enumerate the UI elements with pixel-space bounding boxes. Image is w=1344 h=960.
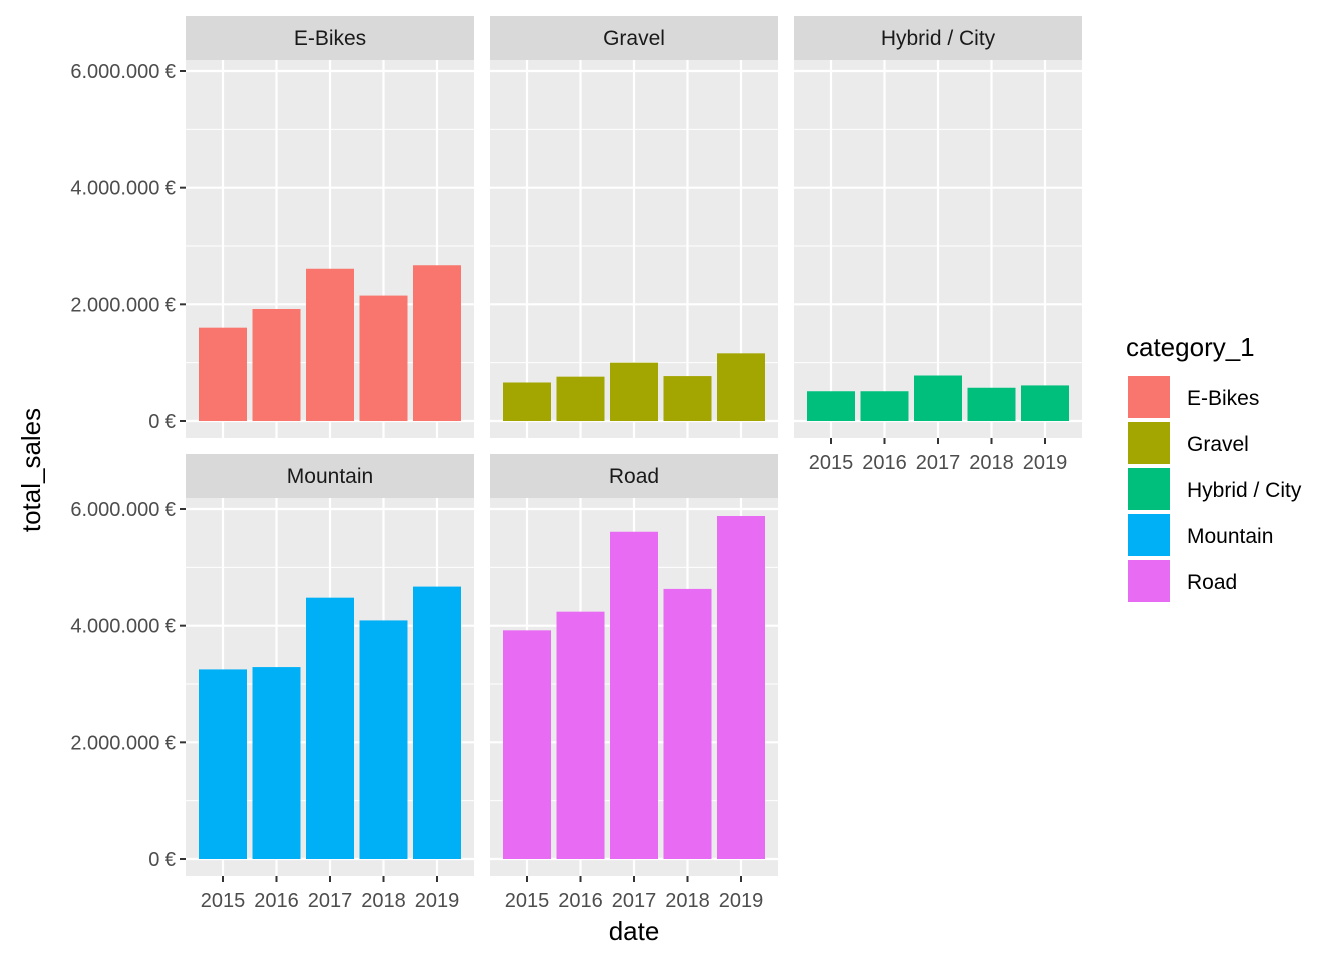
x-tick-label: 2015 bbox=[505, 890, 550, 912]
y-tick-label: 2.000.000 € bbox=[70, 732, 176, 754]
bar-gravel-2018 bbox=[663, 376, 712, 421]
legend-item-e-bikes: E-Bikes bbox=[1126, 374, 1259, 420]
bar-road-2017 bbox=[610, 531, 658, 859]
bar-road-2016 bbox=[556, 611, 605, 859]
facet-strip bbox=[186, 16, 474, 60]
bar-e-bikes-2016 bbox=[252, 309, 301, 421]
legend: category_1 E-Bikes Gravel Hybrid / City Mou… bbox=[1126, 332, 1302, 604]
facet-strip bbox=[490, 454, 778, 498]
x-axis-title: date bbox=[609, 916, 660, 946]
legend-swatch bbox=[1128, 422, 1170, 464]
y-tick-label: 2.000.000 € bbox=[70, 294, 176, 316]
bar-e-bikes-2017 bbox=[306, 268, 354, 421]
y-tick-label: 0 € bbox=[148, 849, 176, 871]
x-tick-label: 2015 bbox=[809, 452, 854, 474]
bar-hybrid-city-2017 bbox=[914, 375, 962, 421]
x-tick-label: 2018 bbox=[969, 452, 1014, 474]
bar-mountain-2018 bbox=[359, 620, 408, 859]
facet-strip-label: Road bbox=[609, 465, 659, 488]
bar-gravel-2017 bbox=[610, 362, 658, 421]
x-tick-label: 2017 bbox=[916, 452, 961, 474]
bar-road-2015 bbox=[503, 630, 551, 859]
facet-strip-label: E-Bikes bbox=[294, 27, 366, 50]
bar-mountain-2017 bbox=[306, 597, 354, 859]
legend-item-road: Road bbox=[1126, 558, 1237, 604]
legend-label: Road bbox=[1187, 571, 1237, 594]
facet-road: Road bbox=[490, 454, 778, 876]
x-tick-label: 2018 bbox=[361, 890, 406, 912]
y-tick-label: 0 € bbox=[148, 411, 176, 433]
bar-gravel-2019 bbox=[717, 353, 765, 421]
bar-mountain-2016 bbox=[252, 667, 301, 859]
legend-swatch bbox=[1128, 376, 1170, 418]
y-tick-label: 4.000.000 € bbox=[70, 178, 176, 200]
bar-mountain-2019 bbox=[413, 586, 461, 859]
facet-strip bbox=[490, 16, 778, 60]
x-tick-label: 2018 bbox=[665, 890, 710, 912]
y-axes: 0 € 2.000.000 € 4.000.000 € 6.000.000 € 0 € 2… bbox=[70, 61, 186, 871]
bar-gravel-2015 bbox=[503, 382, 551, 421]
facet-strip bbox=[186, 454, 474, 498]
x-tick-label: 2016 bbox=[254, 890, 299, 912]
bar-e-bikes-2019 bbox=[413, 265, 461, 421]
y-axis-title: total_sales bbox=[16, 408, 46, 532]
x-axes: 2015 2016 2017 2018 2019 2015 2016 2017 2018 2019… bbox=[201, 438, 1068, 912]
bar-road-2018 bbox=[663, 588, 712, 859]
legend-swatch bbox=[1128, 560, 1170, 602]
x-tick-label: 2019 bbox=[415, 890, 460, 912]
x-tick-label: 2016 bbox=[862, 452, 907, 474]
facet-gravel: Gravel bbox=[490, 16, 778, 438]
legend-title: category_1 bbox=[1126, 332, 1255, 362]
bar-mountain-2015 bbox=[199, 669, 247, 859]
x-tick-label: 2019 bbox=[719, 890, 764, 912]
bar-e-bikes-2015 bbox=[199, 327, 247, 421]
legend-swatch bbox=[1128, 514, 1170, 556]
facet-e-bikes: E-Bikes bbox=[186, 16, 474, 438]
legend-item-hybrid-city: Hybrid / City bbox=[1126, 466, 1302, 512]
legend-label: Gravel bbox=[1187, 433, 1249, 456]
legend-label: Hybrid / City bbox=[1187, 479, 1302, 502]
x-tick-label: 2017 bbox=[308, 890, 353, 912]
y-tick-label: 6.000.000 € bbox=[70, 61, 176, 83]
facet-panels: E-Bikes Gravel Hybrid / City Mountain Road bbox=[186, 16, 1082, 876]
facet-strip-label: Gravel bbox=[603, 27, 665, 50]
bar-e-bikes-2018 bbox=[359, 295, 408, 421]
bar-gravel-2016 bbox=[556, 376, 605, 421]
bar-hybrid-city-2018 bbox=[967, 387, 1016, 421]
facet-hybrid-city: Hybrid / City bbox=[794, 16, 1082, 438]
legend-label: Mountain bbox=[1187, 525, 1273, 548]
bar-hybrid-city-2015 bbox=[807, 391, 855, 421]
facet-strip-label: Mountain bbox=[287, 465, 373, 488]
x-tick-label: 2017 bbox=[612, 890, 657, 912]
legend-swatch bbox=[1128, 468, 1170, 510]
legend-item-gravel: Gravel bbox=[1126, 420, 1249, 466]
y-tick-label: 6.000.000 € bbox=[70, 499, 176, 521]
x-tick-label: 2016 bbox=[558, 890, 603, 912]
facet-strip-label: Hybrid / City bbox=[881, 27, 996, 50]
y-tick-label: 4.000.000 € bbox=[70, 616, 176, 638]
bar-hybrid-city-2016 bbox=[860, 391, 909, 421]
bar-hybrid-city-2019 bbox=[1021, 385, 1069, 421]
x-tick-label: 2019 bbox=[1023, 452, 1068, 474]
bar-road-2019 bbox=[717, 516, 765, 859]
facet-mountain: Mountain bbox=[186, 454, 474, 876]
facet-strip bbox=[794, 16, 1082, 60]
x-tick-label: 2015 bbox=[201, 890, 246, 912]
legend-label: E-Bikes bbox=[1187, 387, 1259, 410]
legend-item-mountain: Mountain bbox=[1126, 512, 1273, 558]
